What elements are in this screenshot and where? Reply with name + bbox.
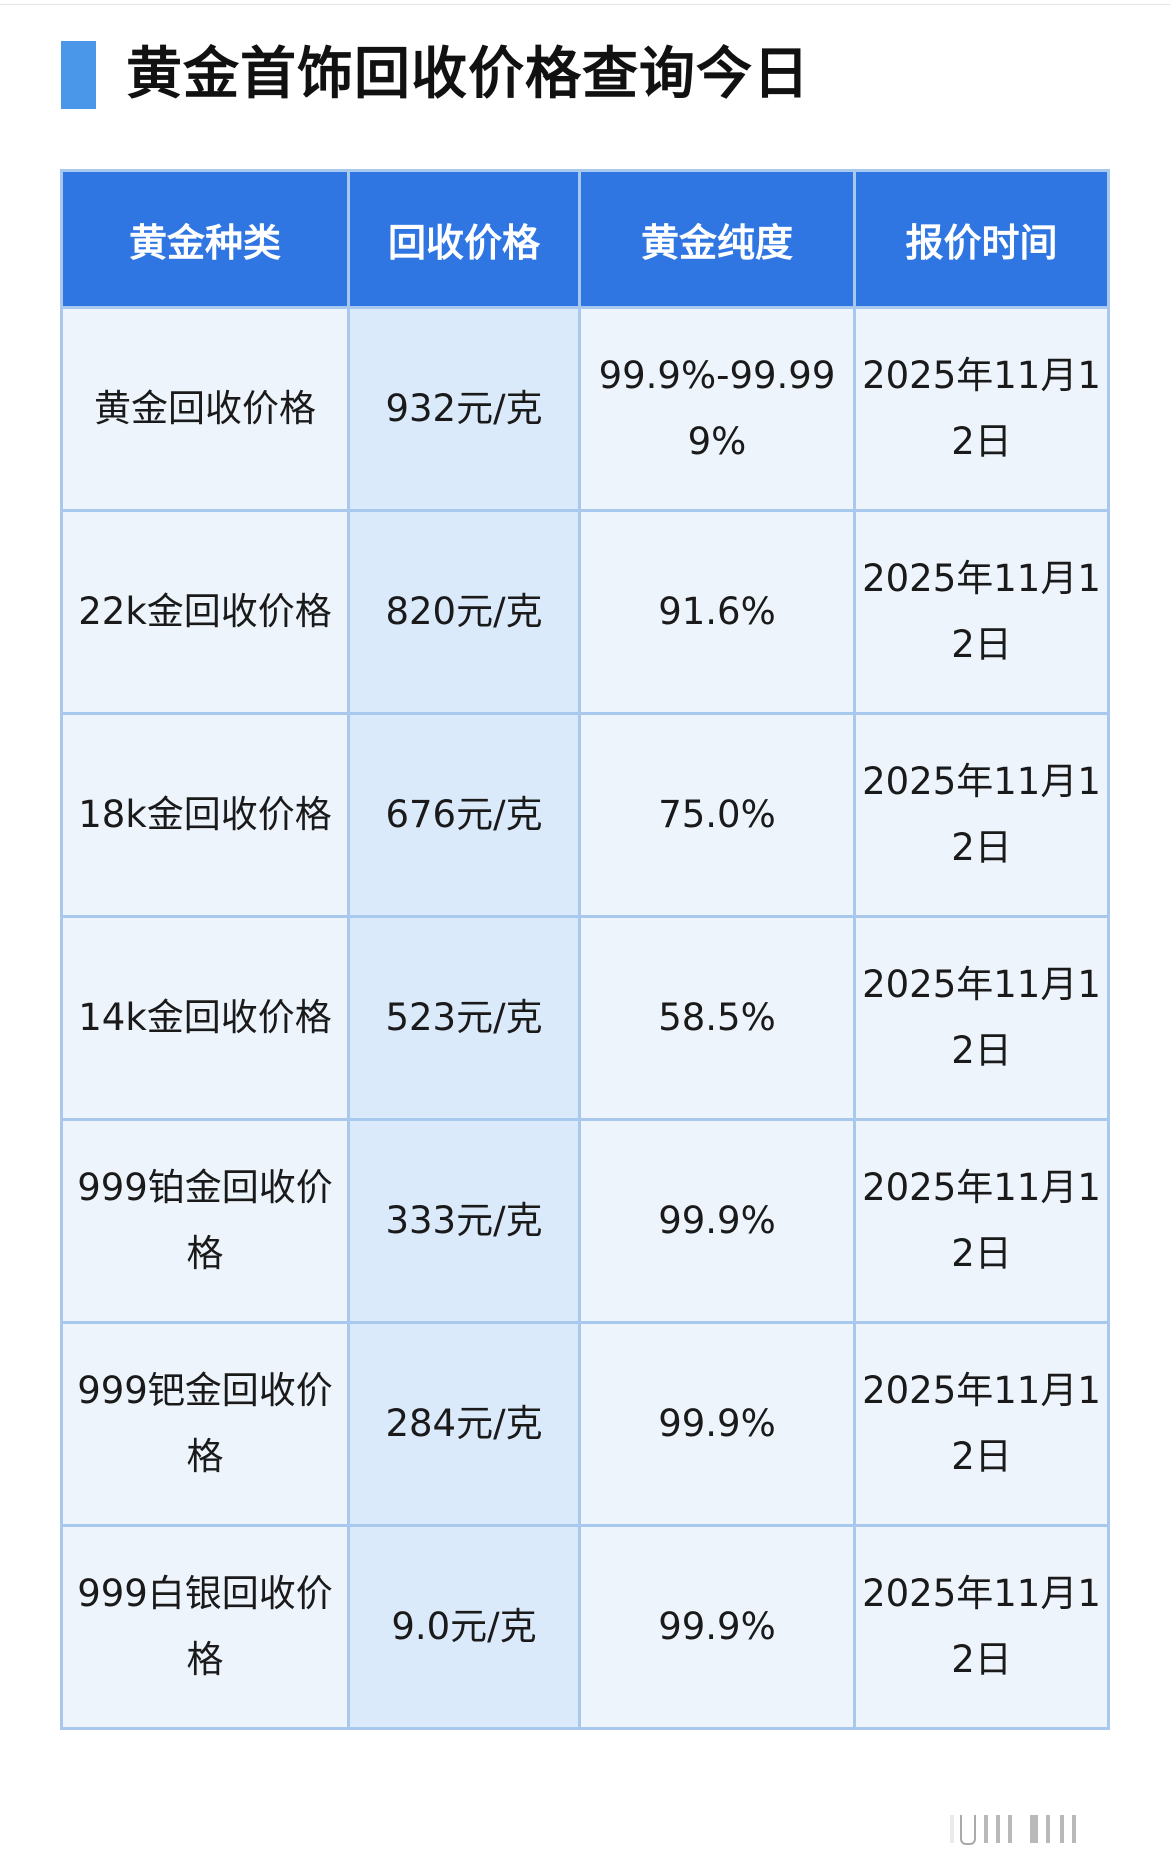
cell-price: 932元/克 bbox=[347, 306, 581, 512]
table-row: 14k金回收价格 523元/克 58.5% 2025年11月12日 bbox=[60, 915, 1110, 1121]
header-type: 黄金种类 bbox=[60, 169, 350, 309]
page-title: 黄金首饰回收价格查询今日 bbox=[126, 42, 810, 107]
table-row: 999铂金回收价格 333元/克 99.9% 2025年11月12日 bbox=[60, 1118, 1110, 1324]
cell-date: 2025年11月12日 bbox=[853, 1321, 1110, 1527]
cell-date: 2025年11月12日 bbox=[853, 712, 1110, 918]
cell-type: 黄金回收价格 bbox=[60, 306, 350, 512]
header-price: 回收价格 bbox=[347, 169, 581, 309]
price-table: 黄金种类 回收价格 黄金纯度 报价时间 黄金回收价格 932元/克 99.9%-99… bbox=[60, 169, 1110, 1730]
cell-type: 22k金回收价格 bbox=[60, 509, 350, 715]
cell-purity: 99.9%-99.999% bbox=[578, 306, 856, 512]
cell-type: 999白银回收价格 bbox=[60, 1524, 350, 1730]
table-row: 999白银回收价格 9.0元/克 99.9% 2025年11月12日 bbox=[60, 1524, 1110, 1730]
cell-purity: 99.9% bbox=[578, 1118, 856, 1324]
table-row: 22k金回收价格 820元/克 91.6% 2025年11月12日 bbox=[60, 509, 1110, 715]
table-row: 黄金回收价格 932元/克 99.9%-99.999% 2025年11月12日 bbox=[60, 306, 1110, 512]
cell-date: 2025年11月12日 bbox=[853, 509, 1110, 715]
cell-price: 284元/克 bbox=[347, 1321, 581, 1527]
cell-purity: 99.9% bbox=[578, 1524, 856, 1730]
cell-date: 2025年11月12日 bbox=[853, 1524, 1110, 1730]
cell-date: 2025年11月12日 bbox=[853, 915, 1110, 1121]
cell-price: 676元/克 bbox=[347, 712, 581, 918]
table-row: 999钯金回收价格 284元/克 99.9% 2025年11月12日 bbox=[60, 1321, 1110, 1527]
cell-type: 14k金回收价格 bbox=[60, 915, 350, 1121]
header-purity: 黄金纯度 bbox=[578, 169, 856, 309]
watermark bbox=[950, 1815, 1170, 1845]
cell-purity: 91.6% bbox=[578, 509, 856, 715]
cell-price: 820元/克 bbox=[347, 509, 581, 715]
cell-type: 999铂金回收价格 bbox=[60, 1118, 350, 1324]
cell-date: 2025年11月12日 bbox=[853, 306, 1110, 512]
cell-price: 9.0元/克 bbox=[347, 1524, 581, 1730]
cell-type: 18k金回收价格 bbox=[60, 712, 350, 918]
cell-purity: 75.0% bbox=[578, 712, 856, 918]
table-header-row: 黄金种类 回收价格 黄金纯度 报价时间 bbox=[60, 169, 1110, 309]
table-row: 18k金回收价格 676元/克 75.0% 2025年11月12日 bbox=[60, 712, 1110, 918]
cell-date: 2025年11月12日 bbox=[853, 1118, 1110, 1324]
title-accent-bar bbox=[61, 41, 96, 109]
cell-price: 333元/克 bbox=[347, 1118, 581, 1324]
cell-type: 999钯金回收价格 bbox=[60, 1321, 350, 1527]
top-divider bbox=[0, 4, 1170, 5]
cell-purity: 58.5% bbox=[578, 915, 856, 1121]
cell-price: 523元/克 bbox=[347, 915, 581, 1121]
cell-purity: 99.9% bbox=[578, 1321, 856, 1527]
header-date: 报价时间 bbox=[853, 169, 1110, 309]
